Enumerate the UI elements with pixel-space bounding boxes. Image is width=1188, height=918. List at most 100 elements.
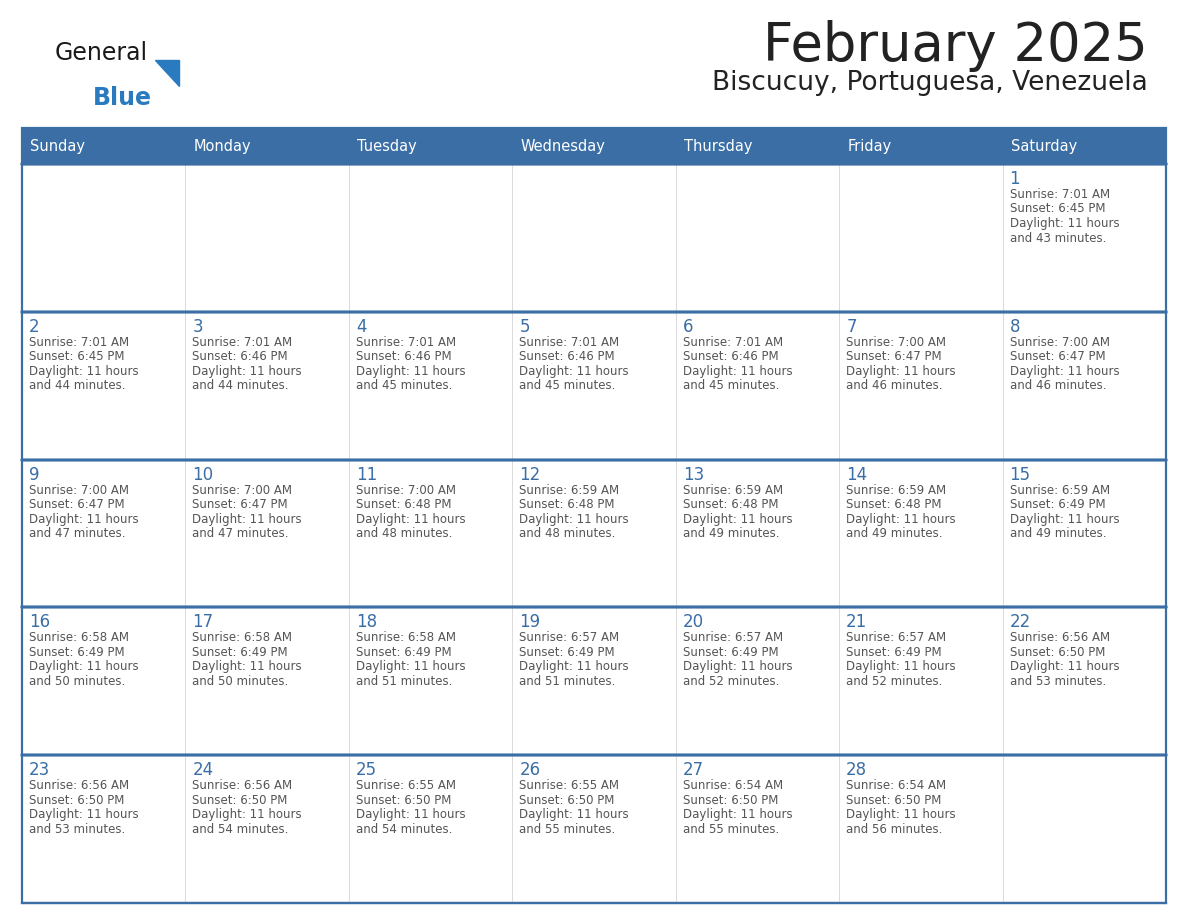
Text: 8: 8	[1010, 318, 1020, 336]
Text: Sunset: 6:50 PM: Sunset: 6:50 PM	[846, 794, 942, 807]
Text: and 44 minutes.: and 44 minutes.	[192, 379, 289, 392]
Text: and 51 minutes.: and 51 minutes.	[356, 675, 453, 688]
Text: Sunrise: 7:01 AM: Sunrise: 7:01 AM	[29, 336, 129, 349]
Text: Sunrise: 7:01 AM: Sunrise: 7:01 AM	[192, 336, 292, 349]
Text: Daylight: 11 hours: Daylight: 11 hours	[683, 512, 792, 526]
Text: Daylight: 11 hours: Daylight: 11 hours	[846, 808, 956, 822]
Text: Sunrise: 6:56 AM: Sunrise: 6:56 AM	[1010, 632, 1110, 644]
Text: Sunset: 6:46 PM: Sunset: 6:46 PM	[683, 351, 778, 364]
Text: Daylight: 11 hours: Daylight: 11 hours	[683, 660, 792, 674]
Text: Sunrise: 6:58 AM: Sunrise: 6:58 AM	[356, 632, 456, 644]
Text: and 46 minutes.: and 46 minutes.	[846, 379, 942, 392]
Text: Daylight: 11 hours: Daylight: 11 hours	[519, 364, 628, 378]
Text: Daylight: 11 hours: Daylight: 11 hours	[846, 512, 956, 526]
Text: 3: 3	[192, 318, 203, 336]
Text: 7: 7	[846, 318, 857, 336]
Text: 26: 26	[519, 761, 541, 779]
Polygon shape	[154, 60, 179, 86]
Text: and 48 minutes.: and 48 minutes.	[519, 527, 615, 540]
Text: Daylight: 11 hours: Daylight: 11 hours	[519, 660, 628, 674]
Bar	[185, 312, 349, 460]
Bar	[23, 460, 185, 608]
Bar	[676, 756, 839, 903]
Bar	[1003, 460, 1165, 608]
Text: Monday: Monday	[194, 139, 251, 153]
Text: Tuesday: Tuesday	[356, 139, 417, 153]
Bar	[512, 608, 676, 756]
Text: Daylight: 11 hours: Daylight: 11 hours	[29, 660, 139, 674]
Text: Sunrise: 6:54 AM: Sunrise: 6:54 AM	[683, 779, 783, 792]
Bar	[23, 312, 185, 460]
Text: and 53 minutes.: and 53 minutes.	[29, 823, 125, 835]
Bar	[512, 312, 676, 460]
Text: 17: 17	[192, 613, 214, 632]
Text: Sunset: 6:50 PM: Sunset: 6:50 PM	[683, 794, 778, 807]
Text: and 47 minutes.: and 47 minutes.	[192, 527, 289, 540]
Text: Sunday: Sunday	[30, 139, 86, 153]
Text: Friday: Friday	[847, 139, 891, 153]
Text: Sunset: 6:47 PM: Sunset: 6:47 PM	[846, 351, 942, 364]
Text: Sunrise: 6:57 AM: Sunrise: 6:57 AM	[519, 632, 619, 644]
Bar	[676, 312, 839, 460]
Text: Daylight: 11 hours: Daylight: 11 hours	[29, 364, 139, 378]
Text: Sunset: 6:47 PM: Sunset: 6:47 PM	[192, 498, 287, 511]
Bar	[676, 608, 839, 756]
Bar	[185, 460, 349, 608]
Text: Sunset: 6:49 PM: Sunset: 6:49 PM	[356, 646, 451, 659]
Text: Sunrise: 6:59 AM: Sunrise: 6:59 AM	[683, 484, 783, 497]
Text: 5: 5	[519, 318, 530, 336]
Text: Daylight: 11 hours: Daylight: 11 hours	[192, 660, 302, 674]
Text: 1: 1	[1010, 170, 1020, 188]
Text: 28: 28	[846, 761, 867, 779]
Text: Sunrise: 6:56 AM: Sunrise: 6:56 AM	[29, 779, 129, 792]
Text: 18: 18	[356, 613, 377, 632]
Text: 27: 27	[683, 761, 703, 779]
Text: Sunset: 6:46 PM: Sunset: 6:46 PM	[192, 351, 287, 364]
Text: Sunset: 6:47 PM: Sunset: 6:47 PM	[1010, 351, 1105, 364]
Text: Sunrise: 6:55 AM: Sunrise: 6:55 AM	[519, 779, 619, 792]
Text: 19: 19	[519, 613, 541, 632]
Text: and 44 minutes.: and 44 minutes.	[29, 379, 126, 392]
Text: 23: 23	[29, 761, 50, 779]
Bar	[839, 128, 1003, 164]
Text: Daylight: 11 hours: Daylight: 11 hours	[519, 512, 628, 526]
Text: 10: 10	[192, 465, 214, 484]
Text: 11: 11	[356, 465, 377, 484]
Text: 13: 13	[683, 465, 704, 484]
Text: Sunrise: 6:59 AM: Sunrise: 6:59 AM	[519, 484, 619, 497]
Bar	[1003, 312, 1165, 460]
Text: Sunset: 6:49 PM: Sunset: 6:49 PM	[846, 646, 942, 659]
Text: and 54 minutes.: and 54 minutes.	[356, 823, 453, 835]
Text: Sunset: 6:49 PM: Sunset: 6:49 PM	[519, 646, 615, 659]
Bar	[185, 608, 349, 756]
Text: Daylight: 11 hours: Daylight: 11 hours	[192, 808, 302, 822]
Text: and 45 minutes.: and 45 minutes.	[356, 379, 453, 392]
Text: Daylight: 11 hours: Daylight: 11 hours	[519, 808, 628, 822]
Bar	[23, 164, 185, 312]
Bar	[23, 128, 185, 164]
Text: 9: 9	[29, 465, 39, 484]
Bar	[1003, 128, 1165, 164]
Text: Sunset: 6:50 PM: Sunset: 6:50 PM	[356, 794, 451, 807]
Bar	[676, 128, 839, 164]
Text: Blue: Blue	[93, 86, 152, 110]
Text: and 43 minutes.: and 43 minutes.	[1010, 231, 1106, 244]
Text: Sunset: 6:48 PM: Sunset: 6:48 PM	[683, 498, 778, 511]
Text: Sunrise: 7:00 AM: Sunrise: 7:00 AM	[192, 484, 292, 497]
Text: Sunset: 6:50 PM: Sunset: 6:50 PM	[192, 794, 287, 807]
Text: Sunrise: 7:01 AM: Sunrise: 7:01 AM	[1010, 188, 1110, 201]
Bar	[839, 164, 1003, 312]
Text: Sunrise: 7:00 AM: Sunrise: 7:00 AM	[846, 336, 946, 349]
Bar	[839, 756, 1003, 903]
Text: and 53 minutes.: and 53 minutes.	[1010, 675, 1106, 688]
Text: 24: 24	[192, 761, 214, 779]
Text: and 49 minutes.: and 49 minutes.	[846, 527, 942, 540]
Text: Daylight: 11 hours: Daylight: 11 hours	[356, 512, 466, 526]
Text: Thursday: Thursday	[684, 139, 752, 153]
Bar	[185, 128, 349, 164]
Text: Saturday: Saturday	[1011, 139, 1076, 153]
Text: and 48 minutes.: and 48 minutes.	[356, 527, 453, 540]
Text: Daylight: 11 hours: Daylight: 11 hours	[356, 808, 466, 822]
Text: Daylight: 11 hours: Daylight: 11 hours	[683, 808, 792, 822]
Text: Daylight: 11 hours: Daylight: 11 hours	[192, 512, 302, 526]
